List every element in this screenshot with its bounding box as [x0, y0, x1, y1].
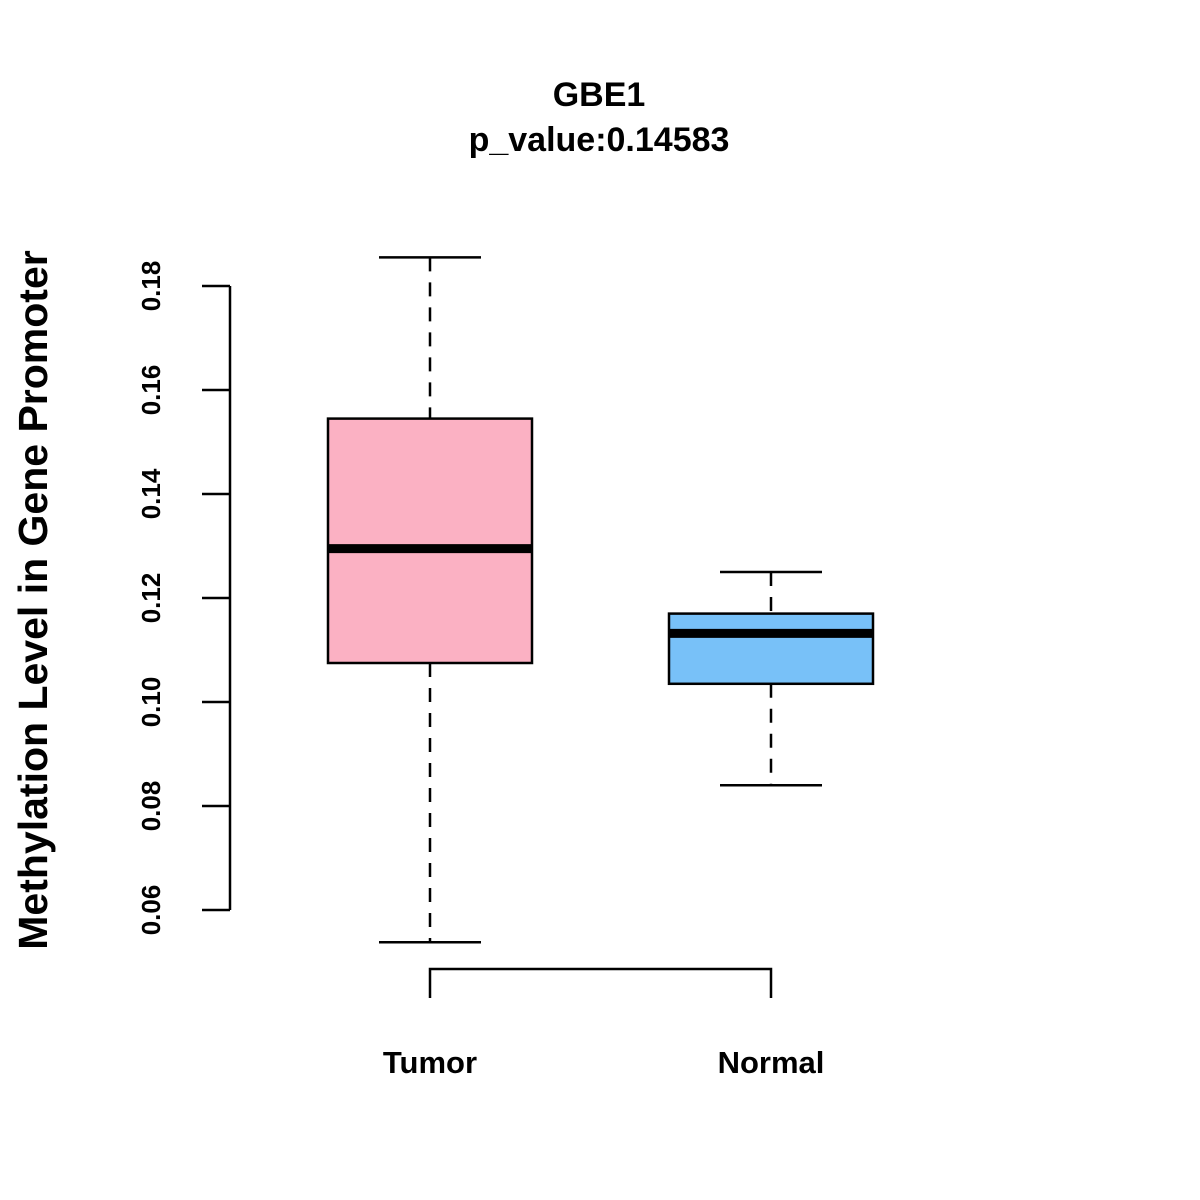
y-tick-label: 0.14	[136, 468, 166, 519]
x-tick-label: Tumor	[383, 1045, 477, 1080]
boxes-group	[326, 256, 875, 944]
x-tick-label: Normal	[718, 1045, 825, 1080]
y-axis-label: Methylation Level in Gene Promoter	[10, 250, 56, 949]
bracket-line	[428, 967, 773, 998]
box-tumor	[326, 417, 534, 665]
comparison-bracket	[428, 967, 773, 998]
y-tick-label: 0.12	[136, 573, 166, 624]
y-tick-label: 0.10	[136, 677, 166, 728]
y-tick-label: 0.16	[136, 365, 166, 416]
y-tick-label: 0.06	[136, 885, 166, 936]
chart-title: GBE1	[553, 76, 646, 114]
y-tick-label: 0.08	[136, 781, 166, 832]
x-axis-labels: Tumor Normal	[383, 1045, 824, 1080]
chart-subtitle: p_value:0.14583	[469, 121, 730, 159]
box-normal	[667, 612, 875, 686]
y-axis: 0.06 0.08 0.10 0.12 0.14 0.16 0.18	[136, 261, 232, 936]
y-tick-label: 0.18	[136, 261, 166, 312]
